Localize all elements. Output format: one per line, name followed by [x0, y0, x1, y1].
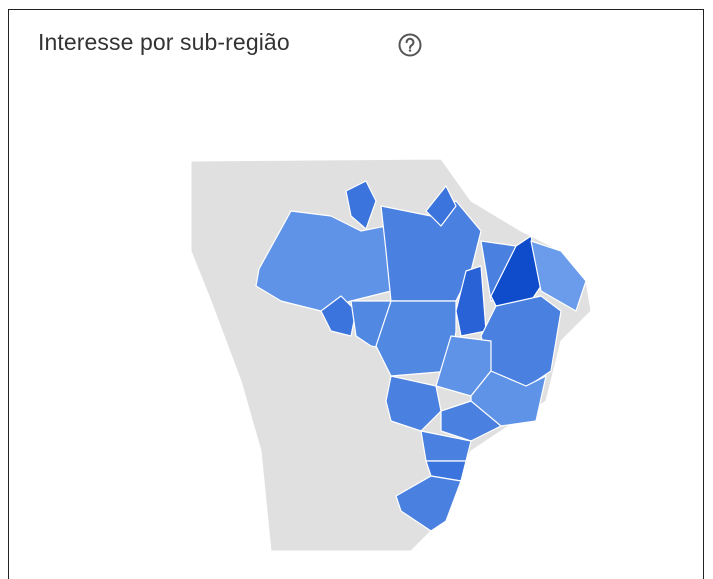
regions — [255, 180, 587, 532]
region[interactable] — [345, 180, 377, 230]
map — [190, 158, 592, 552]
region[interactable] — [530, 240, 587, 312]
card: Interesse por sub-região — [8, 9, 704, 579]
help-icon[interactable] — [397, 32, 423, 58]
region[interactable] — [455, 265, 487, 337]
region[interactable] — [395, 475, 462, 532]
region[interactable] — [440, 400, 502, 442]
card-title: Interesse por sub-região — [38, 29, 290, 55]
region[interactable] — [425, 185, 457, 227]
region[interactable] — [320, 295, 357, 337]
